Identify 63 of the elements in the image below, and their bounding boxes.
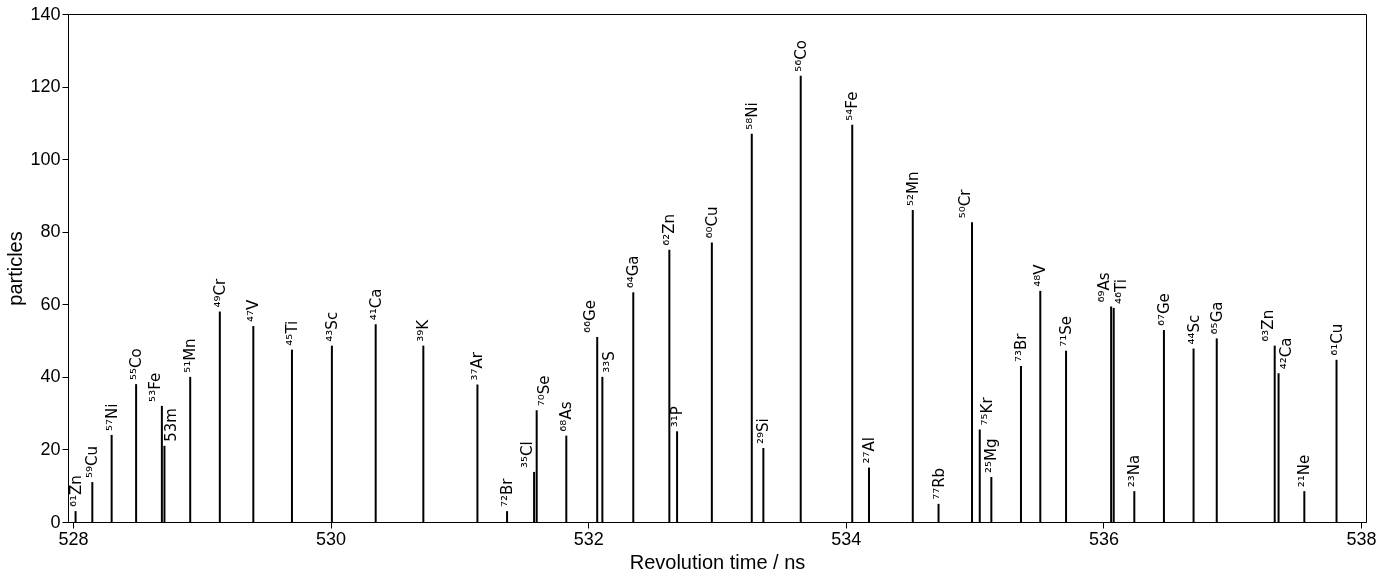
y-tick-label: 20 xyxy=(40,438,61,459)
annotation: ⁶⁸As xyxy=(557,401,576,432)
annotation: ²⁹Si xyxy=(754,418,773,444)
annotation: ³¹P xyxy=(668,406,687,428)
annotation: ⁷³Br xyxy=(1011,332,1030,362)
annotation: ³⁵Cl xyxy=(518,441,537,468)
y-tick-label: 60 xyxy=(40,293,61,314)
annotation: ³⁷Ar xyxy=(468,351,487,381)
annotation: ⁶⁰Cu xyxy=(702,206,721,239)
annotation: ⁴⁵Ti xyxy=(282,320,301,346)
annotation: ⁴²Ca xyxy=(1276,337,1295,370)
y-tick-label: 0 xyxy=(50,511,61,532)
annotation: ⁶⁹As xyxy=(1095,272,1114,303)
annotation: ⁶⁷Ge xyxy=(1154,293,1173,327)
annotation: ⁵⁰Cr xyxy=(956,188,975,219)
annotation: ⁵¹Mn xyxy=(181,338,200,373)
annotation: ⁶⁵Ga xyxy=(1207,301,1226,335)
y-tick-label: 40 xyxy=(40,366,61,387)
annotation: ³⁹K xyxy=(414,318,433,342)
y-axis-title: particles xyxy=(4,231,27,306)
annotation: ²⁵Mg xyxy=(982,438,1001,474)
annotation: ²¹Ne xyxy=(1295,454,1314,488)
annotation: ⁵²Mn xyxy=(903,171,922,206)
annotation: ³³S xyxy=(600,351,619,373)
y-tick-label: 120 xyxy=(30,76,61,97)
x-axis-title: Revolution time / ns xyxy=(629,550,806,573)
x-tick-label: 532 xyxy=(573,528,604,549)
x-tick-label: 538 xyxy=(1346,528,1377,549)
x-tick-label: 534 xyxy=(831,528,862,549)
annotation: ⁷⁷Rb xyxy=(929,467,948,500)
annotation: ⁵⁷Ni xyxy=(102,403,121,431)
annotation: ⁵⁵Co xyxy=(127,348,146,381)
annotation: ⁶⁴Ga xyxy=(624,255,643,289)
annotation: ²³Na xyxy=(1125,454,1144,488)
annotation: ⁴⁴Sc xyxy=(1184,314,1203,345)
annotation: ⁴⁸V xyxy=(1031,263,1050,287)
annotation: ⁵⁹Cu xyxy=(83,446,102,479)
y-tick-label: 140 xyxy=(30,3,61,24)
x-tick-label: 536 xyxy=(1088,528,1119,549)
annotation: ⁶²Zn xyxy=(660,214,679,246)
annotation: ⁴⁹Cr xyxy=(210,278,229,308)
y-tick-label: 80 xyxy=(40,221,61,242)
y-tick-label: 100 xyxy=(30,148,61,169)
annotation: ⁷¹Se xyxy=(1057,315,1076,347)
annotation: ⁶⁶Ge xyxy=(581,300,600,333)
annotation: ⁴⁷V xyxy=(244,299,263,323)
annotation: ⁴⁶Ti xyxy=(1111,279,1130,304)
annotation: ⁶¹Zn xyxy=(66,475,85,508)
annotation: ⁶¹Cu xyxy=(1327,323,1346,356)
annotation: ⁴¹Ca xyxy=(366,288,385,321)
annotation: ²⁷Al xyxy=(859,437,878,464)
annotation: ⁵⁸Ni xyxy=(742,102,761,130)
annotation: ⁷⁵Kr xyxy=(977,396,996,426)
annotation: ⁵⁴Fe xyxy=(843,91,862,121)
annotation: ⁷⁰Se xyxy=(534,375,553,407)
x-tick-label: 530 xyxy=(316,528,347,549)
annotation: ⁷²Br xyxy=(498,477,517,508)
x-tick-label: 528 xyxy=(58,528,89,549)
annotation: ⁵³Fe xyxy=(145,372,164,402)
annotation: ⁵⁶Co xyxy=(791,40,810,72)
annotation: 53m xyxy=(162,408,181,442)
annotation: ⁶³Zn xyxy=(1258,309,1277,342)
annotation: ⁴³Sc xyxy=(322,311,341,342)
